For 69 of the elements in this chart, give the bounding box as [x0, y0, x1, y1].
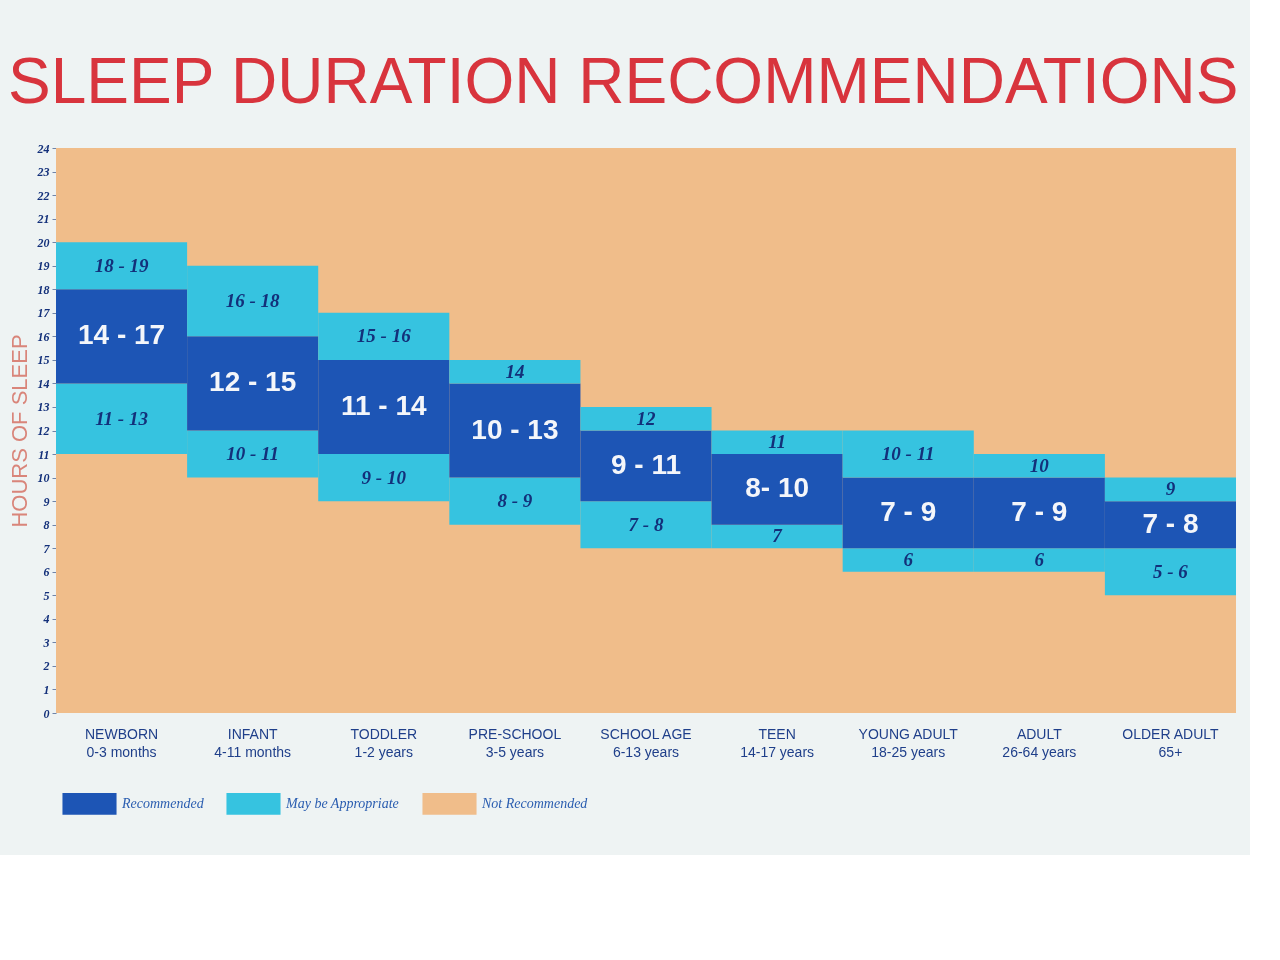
y-tick-label: 6: [43, 565, 50, 580]
annotation: 10 - 11: [226, 443, 280, 465]
legend-label: Recommended: [121, 795, 205, 811]
annotation: 10 - 11: [881, 443, 935, 465]
y-tick-label: 19: [37, 259, 50, 274]
y-tick-label: 0: [43, 706, 50, 721]
annotation: 12: [636, 407, 656, 429]
bar: [580, 406, 712, 431]
y-tick-label: 24: [36, 141, 50, 156]
y-axis-title: HOURS OF SLEEP: [6, 334, 32, 528]
annotation: 14 - 17: [77, 319, 166, 351]
x-tick-label: ADULT 26-64 years: [1002, 725, 1077, 760]
annotation: 16 - 18: [225, 290, 281, 312]
annotation: 10: [1029, 454, 1050, 476]
x-tick-label: TODDLER 1-2 years: [350, 725, 418, 760]
annotation: 7 - 8: [628, 513, 664, 535]
annotation: 5 - 6: [1153, 560, 1189, 582]
annotation: 15 - 16: [356, 325, 412, 347]
y-tick-label: 1: [43, 682, 50, 697]
y-tick-label: 12: [37, 424, 50, 438]
x-tick-label: TEEN 14-17 years: [740, 725, 815, 760]
annotation: 9 - 11: [610, 448, 682, 480]
annotation: 14: [505, 360, 525, 382]
x-tick-label: YOUNG ADULT 18-25 years: [858, 725, 959, 760]
annotation: 8 - 9: [497, 490, 533, 512]
annotation: 9 - 10: [361, 466, 407, 488]
annotation: 11 - 13: [95, 407, 148, 429]
y-tick-label: 15: [37, 353, 50, 368]
y-tick-label: 2: [42, 659, 50, 674]
x-tick-label: PRE-SCHOOL 3-5 years: [468, 725, 562, 760]
x-tick-label: INFANT 4-11 months: [214, 725, 292, 760]
y-tick-label: 22: [36, 188, 50, 203]
legend-label: Not Recommended: [481, 795, 589, 811]
y-tick-label: 5: [43, 588, 50, 603]
y-tick-label: 3: [42, 635, 50, 650]
annotation: 7 - 9: [1011, 495, 1068, 527]
y-tick-label: 18: [37, 282, 50, 297]
annotation: 6: [903, 548, 914, 570]
annotation: 11: [768, 431, 787, 453]
annotation: 7: [772, 525, 784, 547]
annotation: 7 - 9: [880, 495, 937, 527]
y-tick-label: 7: [43, 541, 51, 556]
y-tick-label: 4: [42, 612, 50, 627]
annotation: 7 - 8: [1142, 507, 1199, 539]
y-tick-label: 13: [37, 400, 50, 415]
legend-label: May be Appropriate: [285, 795, 399, 811]
x-tick-label: SCHOOL AGE 6-13 years: [600, 725, 692, 760]
y-tick-label: 17: [37, 306, 51, 321]
chart-title: SLEEP DURATION RECOMMENDATIONS: [8, 45, 1239, 117]
y-tick-label: 8: [43, 518, 50, 533]
annotation: 18 - 19: [94, 254, 149, 276]
x-tick-label: NEWBORN 0-3 months: [84, 725, 159, 760]
x-tick-label: OLDER ADULT 65+: [1122, 725, 1219, 760]
y-tick-label: 21: [36, 212, 50, 227]
bar: [1104, 477, 1236, 502]
y-tick-label: 11: [38, 447, 50, 462]
annotation: 10 - 13: [471, 413, 559, 445]
y-tick-label: 16: [37, 329, 50, 344]
y-tick-label: 23: [36, 165, 50, 180]
annotation: 9: [1165, 478, 1176, 500]
annotation: 12 - 15: [209, 366, 297, 398]
bar: [449, 359, 581, 384]
annotation: 8- 10: [745, 472, 810, 504]
y-tick-label: 9: [43, 494, 50, 509]
y-tick-label: 20: [36, 235, 50, 250]
y-tick-label: 14: [37, 376, 50, 391]
y-tick-label: 10: [37, 471, 50, 486]
annotation: 11 - 14: [340, 389, 428, 421]
annotation: 6: [1034, 548, 1045, 570]
